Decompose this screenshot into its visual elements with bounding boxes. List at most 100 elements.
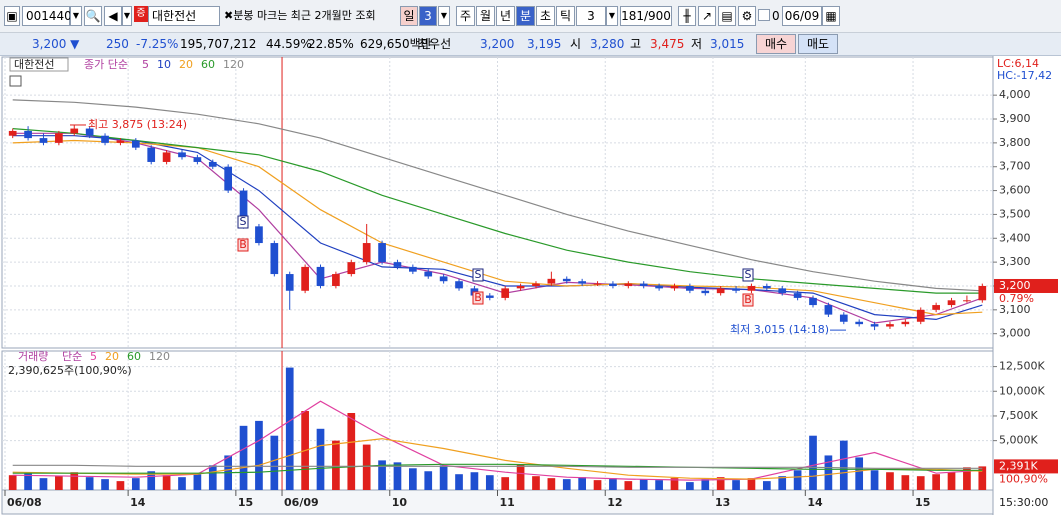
candle-body bbox=[8, 130, 17, 136]
volume-bar bbox=[116, 481, 125, 490]
code-input[interactable]: 001440 bbox=[22, 6, 72, 26]
candle-body bbox=[701, 290, 710, 294]
x-tick-label: 14 bbox=[130, 496, 146, 509]
candle-body bbox=[378, 243, 386, 263]
ratio: 44.59% bbox=[266, 37, 312, 51]
volume-bar bbox=[732, 480, 740, 490]
candle-body bbox=[393, 262, 402, 267]
last-volume-box bbox=[994, 459, 1058, 474]
volume-bar bbox=[409, 468, 417, 490]
candle-body bbox=[439, 276, 448, 282]
dropdown[interactable]: ▼ bbox=[606, 6, 618, 26]
volume-bar bbox=[778, 476, 787, 490]
period-button[interactable]: 년 bbox=[496, 6, 515, 26]
candle-body bbox=[70, 128, 79, 134]
tool-button[interactable]: ↗ bbox=[698, 6, 716, 26]
buy-button[interactable]: 매수 bbox=[756, 34, 796, 54]
period-button[interactable]: 일 bbox=[400, 6, 418, 26]
candle-body bbox=[255, 226, 263, 244]
candle-body bbox=[593, 283, 602, 285]
signal-box bbox=[237, 215, 249, 229]
checkbox[interactable] bbox=[758, 9, 770, 21]
volume-bar bbox=[316, 428, 325, 490]
sell-button[interactable]: 매도 bbox=[798, 34, 838, 54]
y-tick-label: 5,000K bbox=[999, 434, 1038, 447]
settings-button[interactable]: ⚙ bbox=[738, 6, 756, 26]
volume-bar bbox=[8, 475, 17, 490]
volume-title: 거래량 bbox=[18, 350, 48, 363]
period-button[interactable]: 주 bbox=[456, 6, 475, 26]
day-count[interactable]: 3 bbox=[419, 6, 437, 26]
interval-input[interactable]: 3 bbox=[576, 6, 606, 26]
volume-bar bbox=[39, 478, 48, 490]
candle-body bbox=[762, 285, 771, 289]
candle-body bbox=[39, 138, 48, 143]
change-pct: -7.25% bbox=[136, 37, 179, 51]
volume-bar bbox=[70, 472, 79, 490]
sound-button[interactable]: ◀ bbox=[104, 6, 122, 26]
legend-title: 종가 단순 bbox=[84, 58, 128, 71]
date-input[interactable]: 06/09 bbox=[782, 6, 822, 26]
candle-body bbox=[101, 135, 109, 143]
signal-label: S bbox=[240, 215, 247, 228]
candle-body bbox=[301, 266, 309, 291]
menu-icon[interactable]: ▣ bbox=[4, 6, 20, 26]
search-button[interactable]: 🔍 bbox=[84, 6, 102, 26]
volume-bar bbox=[578, 477, 586, 490]
candle-body bbox=[424, 271, 433, 277]
signal-label: S bbox=[745, 268, 752, 281]
calendar-button[interactable]: ▦ bbox=[822, 6, 840, 26]
candle-body bbox=[624, 283, 633, 286]
volume: 195,707,212 bbox=[180, 37, 257, 51]
x-tick-label: 06/09 bbox=[284, 496, 319, 509]
volume-bar bbox=[747, 478, 756, 490]
candle-body bbox=[239, 190, 248, 227]
bid: 3,195 bbox=[527, 37, 562, 51]
candle-body bbox=[793, 293, 802, 298]
candle-body bbox=[686, 285, 694, 291]
period-button[interactable]: 월 bbox=[476, 6, 495, 26]
candle-body bbox=[193, 157, 202, 162]
candle-body bbox=[609, 283, 617, 286]
last-price-box bbox=[994, 278, 1058, 293]
candle-body bbox=[809, 297, 817, 306]
candle-body bbox=[24, 130, 32, 139]
legend-entry: 10 bbox=[157, 58, 171, 71]
x-tick-label: 15 bbox=[915, 496, 930, 509]
candle-body bbox=[516, 285, 525, 289]
y-tick-label: 3,100 bbox=[999, 303, 1031, 316]
tool-button[interactable]: ╫ bbox=[678, 6, 696, 26]
last-ratio: 100,90% bbox=[999, 472, 1048, 485]
candle-body bbox=[963, 300, 971, 302]
change: 250 bbox=[106, 37, 129, 51]
high: 3,475 bbox=[650, 37, 685, 51]
candle-body bbox=[409, 266, 417, 272]
candle-body bbox=[886, 324, 894, 327]
period-button[interactable]: 분 bbox=[516, 6, 535, 26]
label: 최우선 bbox=[418, 37, 452, 51]
candle-body bbox=[716, 288, 725, 294]
save-button[interactable]: ▤ bbox=[718, 6, 736, 26]
volume-bar bbox=[932, 474, 940, 490]
period-button[interactable]: 틱 bbox=[556, 6, 575, 26]
volume-bar bbox=[208, 465, 217, 490]
dropdown[interactable]: ▼ bbox=[70, 6, 82, 26]
dropdown[interactable]: ▼ bbox=[122, 6, 132, 26]
y-tick-label: 3,000 bbox=[999, 327, 1031, 340]
volume-summary: 2,390,625주(100,90%) bbox=[8, 364, 132, 377]
volume-bar bbox=[393, 462, 402, 490]
grid-icon bbox=[9, 75, 22, 87]
y-tick-label: 3,300 bbox=[999, 255, 1031, 268]
period-button[interactable]: 초 bbox=[536, 6, 555, 26]
volume-bar bbox=[55, 476, 63, 490]
price: 3,200 ▼ bbox=[32, 37, 80, 51]
dropdown[interactable]: ▼ bbox=[438, 6, 450, 26]
candle-body bbox=[901, 321, 910, 325]
candle-body bbox=[947, 300, 956, 306]
name-field[interactable]: 대한전선 bbox=[148, 6, 220, 26]
last-price-label: 3,200 bbox=[999, 279, 1031, 292]
volume-bar bbox=[501, 477, 510, 490]
candle-body bbox=[131, 140, 140, 148]
volume-bar bbox=[532, 476, 540, 490]
volume-bar bbox=[239, 425, 248, 490]
